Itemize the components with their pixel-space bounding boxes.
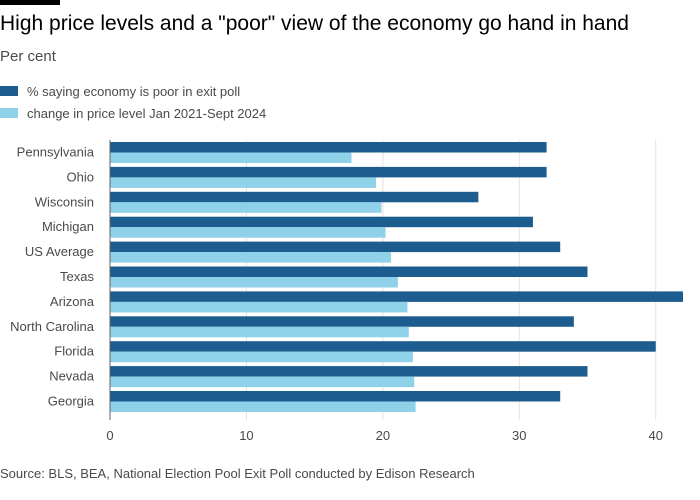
bar-series2 bbox=[110, 401, 416, 412]
bar-series1 bbox=[110, 316, 574, 327]
x-tick-label: 10 bbox=[239, 428, 253, 443]
category-label: Florida bbox=[54, 344, 95, 359]
category-label: Texas bbox=[60, 269, 94, 284]
bar-series2 bbox=[110, 152, 352, 163]
chart-title: High price levels and a "poor" view of t… bbox=[0, 12, 629, 35]
bar-series2 bbox=[110, 351, 413, 363]
legend-label-series1: % saying economy is poor in exit poll bbox=[27, 83, 241, 99]
category-label: Georgia bbox=[48, 394, 95, 409]
bar-series1 bbox=[110, 191, 479, 203]
category-label: Wisconsin bbox=[35, 194, 94, 209]
chart-subtitle: Per cent bbox=[0, 48, 56, 65]
bar-series2 bbox=[110, 227, 386, 238]
source-note: Source: BLS, BEA, National Election Pool… bbox=[0, 466, 475, 481]
bar-series2 bbox=[110, 277, 398, 288]
legend-swatch-series1 bbox=[0, 86, 18, 96]
brand-bar bbox=[0, 0, 60, 5]
x-tick-label: 30 bbox=[512, 428, 526, 443]
bar-series1 bbox=[110, 391, 561, 402]
category-label: Arizona bbox=[50, 294, 95, 309]
bar-series2 bbox=[110, 252, 392, 263]
bar-series1 bbox=[110, 341, 656, 352]
category-label: Nevada bbox=[49, 369, 95, 384]
bar-series1 bbox=[110, 216, 533, 228]
legend-item-series2: change in price level Jan 2021-Sept 2024 bbox=[0, 102, 266, 124]
bar-series1 bbox=[110, 266, 588, 277]
bar-series2 bbox=[110, 326, 409, 338]
bar-series1 bbox=[110, 366, 588, 377]
category-label: Ohio bbox=[67, 169, 94, 184]
x-tick-label: 0 bbox=[106, 428, 113, 443]
bar-chart: 0 10 20 30 40 Pennsylvania Ohio Wisconsin Michig… bbox=[10, 140, 683, 443]
bar-series1 bbox=[110, 291, 683, 302]
bar-series2 bbox=[110, 301, 408, 313]
legend: % saying economy is poor in exit poll ch… bbox=[0, 80, 266, 124]
legend-label-series2: change in price level Jan 2021-Sept 2024 bbox=[27, 105, 267, 121]
x-tick-label: 20 bbox=[376, 428, 390, 443]
bar-series1 bbox=[110, 166, 547, 178]
bar-series2 bbox=[110, 376, 415, 388]
bar-series2 bbox=[110, 202, 382, 213]
bar-series1 bbox=[110, 241, 561, 253]
legend-swatch-series2 bbox=[0, 108, 18, 118]
legend-item-series1: % saying economy is poor in exit poll bbox=[0, 80, 266, 102]
category-label: North Carolina bbox=[10, 319, 95, 334]
x-tick-label: 40 bbox=[648, 428, 662, 443]
category-label: US Average bbox=[25, 244, 94, 259]
bar-series1 bbox=[110, 142, 547, 153]
category-label: Michigan bbox=[42, 219, 94, 234]
category-label: Pennsylvania bbox=[17, 145, 95, 160]
bar-series2 bbox=[110, 177, 377, 188]
